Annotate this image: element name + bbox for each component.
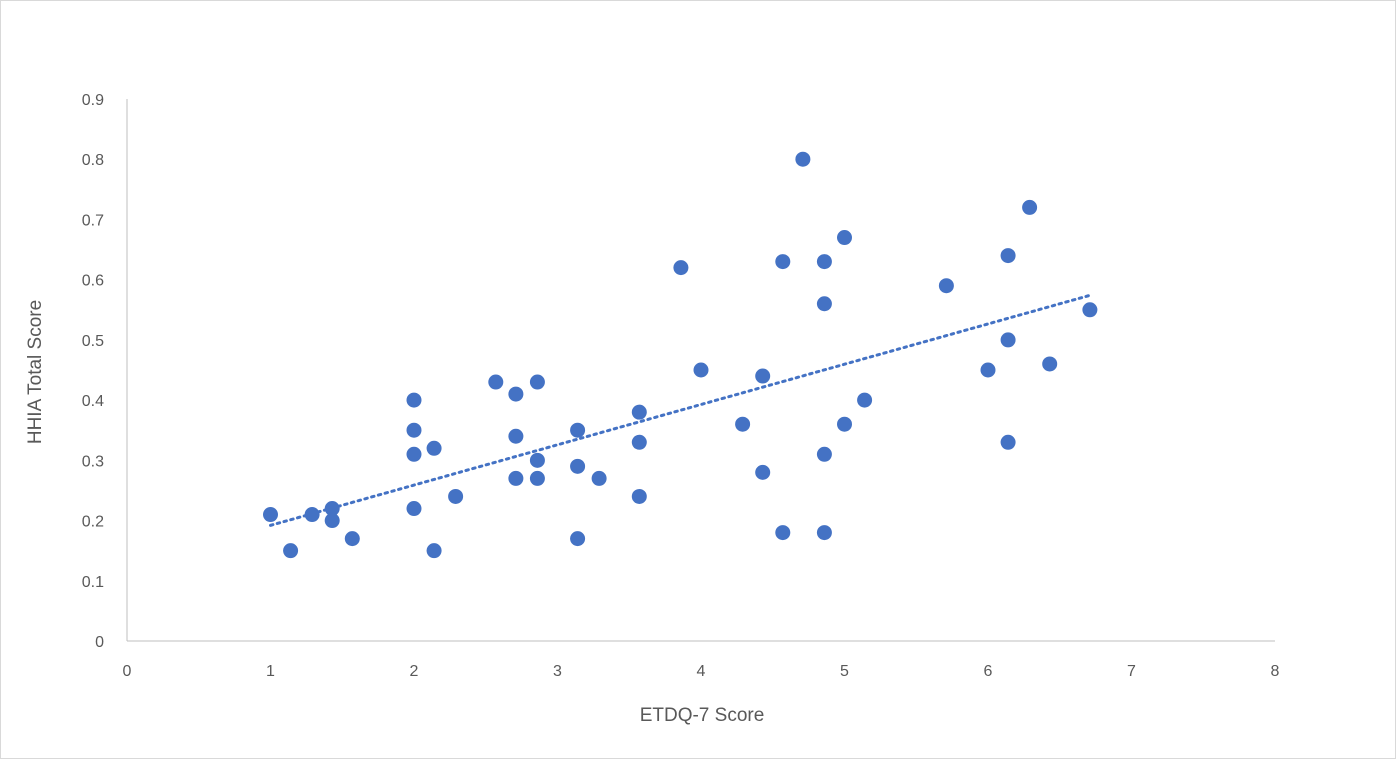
data-point xyxy=(816,254,832,270)
data-point xyxy=(426,440,442,456)
data-point xyxy=(591,470,607,486)
data-point xyxy=(755,368,771,384)
data-point xyxy=(775,525,791,541)
data-point xyxy=(1000,248,1016,264)
x-tick-label: 4 xyxy=(697,663,706,680)
data-point xyxy=(980,362,996,378)
x-tick-label: 0 xyxy=(123,663,132,680)
trendline xyxy=(269,293,1092,527)
data-point xyxy=(488,374,504,390)
data-point xyxy=(693,362,709,378)
data-point xyxy=(406,501,422,517)
data-point xyxy=(857,392,873,408)
data-point xyxy=(508,470,524,486)
data-point xyxy=(816,446,832,462)
y-tick-label: 0.2 xyxy=(82,514,104,531)
data-point xyxy=(406,392,422,408)
y-tick-label: 0.9 xyxy=(82,92,104,109)
y-tick-label: 0.8 xyxy=(82,152,104,169)
data-point xyxy=(324,513,340,529)
y-tick-label: 0.6 xyxy=(82,273,104,290)
data-point xyxy=(263,507,278,523)
data-point xyxy=(570,458,586,474)
y-tick-labels: 0 0.1 0.2 0.3 0.4 0.5 0.6 0.7 0.8 0.9 xyxy=(82,92,104,651)
data-point xyxy=(673,260,689,276)
data-point xyxy=(795,151,811,167)
data-point xyxy=(529,374,545,390)
x-tick-label: 2 xyxy=(410,663,419,680)
data-point xyxy=(406,422,422,438)
data-point xyxy=(529,452,545,468)
y-tick-label: 0.5 xyxy=(82,333,104,350)
data-point xyxy=(837,416,852,432)
y-tick-label: 0.1 xyxy=(82,574,104,591)
data-point xyxy=(816,296,832,312)
y-tick-label: 0.4 xyxy=(82,393,104,410)
data-point xyxy=(631,404,647,420)
y-tick-label: 0 xyxy=(95,634,104,651)
data-point xyxy=(1022,199,1038,215)
data-point xyxy=(938,278,954,294)
data-point xyxy=(1000,434,1016,450)
x-tick-label: 5 xyxy=(840,663,849,680)
data-point xyxy=(508,386,524,402)
x-tick-label: 1 xyxy=(266,663,275,680)
data-point xyxy=(283,543,299,559)
data-point xyxy=(1000,332,1016,348)
data-points xyxy=(263,151,1098,559)
data-point xyxy=(426,543,442,559)
y-axis-title: HHIA Total Score xyxy=(25,300,46,444)
data-point xyxy=(816,525,832,541)
data-point xyxy=(1082,302,1098,318)
y-tick-label: 0.7 xyxy=(82,212,104,229)
data-point xyxy=(344,531,360,547)
x-tick-label: 7 xyxy=(1127,663,1136,680)
data-point xyxy=(570,422,586,438)
x-tick-label: 3 xyxy=(553,663,562,680)
data-point xyxy=(529,470,545,486)
data-point xyxy=(735,416,751,432)
data-point xyxy=(1042,356,1058,372)
data-point xyxy=(631,488,647,504)
data-point xyxy=(631,434,647,450)
data-point xyxy=(448,488,464,504)
data-point xyxy=(837,230,852,246)
x-axis-title: ETDQ-7 Score xyxy=(640,705,765,726)
x-tick-label: 6 xyxy=(984,663,993,680)
y-tick-label: 0.3 xyxy=(82,453,104,470)
data-point xyxy=(755,464,771,480)
x-tick-label: 8 xyxy=(1271,663,1280,680)
x-tick-labels: 0 1 2 3 4 5 6 7 8 xyxy=(123,663,1280,680)
data-point xyxy=(508,428,524,444)
data-point xyxy=(570,531,586,547)
data-point xyxy=(775,254,791,270)
data-point xyxy=(406,446,422,462)
